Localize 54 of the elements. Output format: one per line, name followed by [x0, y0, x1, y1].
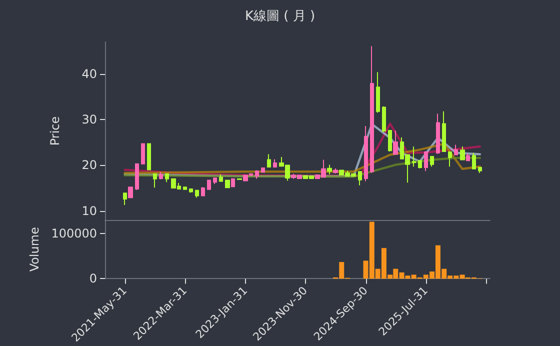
candlestick [370, 46, 374, 174]
candlestick [231, 178, 235, 188]
candlestick [128, 186, 133, 199]
y-tick-label: 100000 [51, 226, 97, 241]
candlestick [364, 125, 368, 182]
candlestick [189, 188, 193, 194]
candlestick [153, 172, 157, 188]
candlestick [225, 179, 230, 189]
y-tick-label: 20 [82, 158, 97, 172]
candlestick [424, 150, 428, 172]
candlestick [448, 151, 452, 168]
candlestick [141, 142, 145, 165]
candlestick [382, 106, 386, 132]
candlestick [333, 168, 338, 174]
candlestick [466, 152, 470, 162]
y-axis-title: Volume [27, 227, 42, 272]
candlestick [183, 186, 187, 190]
candlestick [261, 167, 265, 174]
candlestick [147, 142, 151, 171]
candlestick [201, 186, 205, 197]
y-tick-label: 30 [82, 112, 97, 127]
candlestick [472, 152, 476, 170]
y-tick-label: 40 [82, 66, 97, 81]
candlestick [237, 178, 242, 180]
line-series [124, 142, 482, 174]
candlestick [207, 179, 211, 190]
line-series [124, 156, 482, 178]
y-axis-title: Price [48, 116, 62, 146]
candlestick [412, 146, 416, 168]
candlestick [436, 113, 440, 154]
candlestick [478, 166, 482, 174]
candlestick [388, 130, 392, 152]
candlestick [418, 160, 422, 169]
candlestick [159, 172, 163, 180]
candlestick [123, 192, 127, 206]
candlestick [267, 154, 271, 168]
candlestick [219, 174, 223, 182]
candlestick [213, 177, 217, 184]
candlestick [430, 156, 434, 168]
candlestick [195, 189, 199, 198]
candlestick [255, 170, 259, 180]
candlestick [442, 110, 446, 152]
candlestick [393, 130, 398, 156]
candlestick [460, 146, 465, 161]
chart-title: K線圖 ( 月 ) [244, 9, 316, 24]
y-tick-label: 0 [89, 272, 97, 286]
y-tick-label: 10 [82, 204, 97, 218]
candlestick [454, 144, 458, 156]
candlestick [273, 158, 277, 168]
candlestick [135, 162, 139, 190]
candlestick [165, 172, 169, 183]
candlestick [358, 170, 362, 186]
candlestick [327, 164, 332, 175]
candlestick [376, 72, 380, 114]
